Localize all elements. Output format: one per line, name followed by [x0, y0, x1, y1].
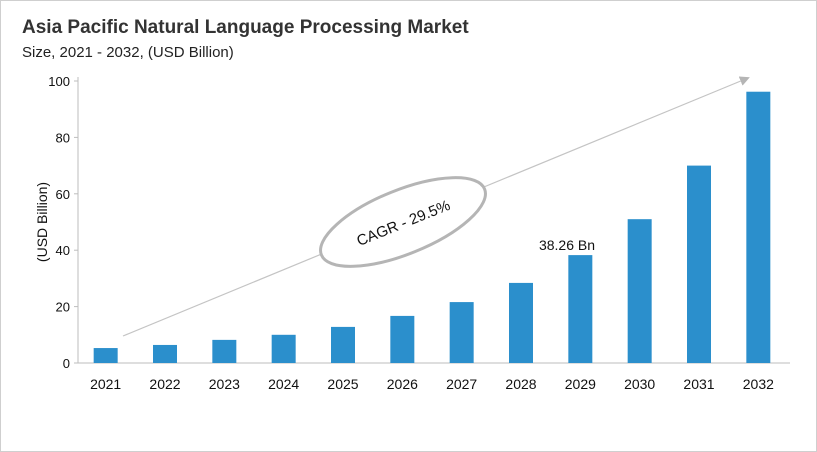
bar-2025 — [331, 326, 355, 363]
cagr-ellipse — [319, 176, 487, 268]
x-tick-label: 2028 — [505, 376, 536, 392]
x-tick-label: 2030 — [624, 376, 655, 392]
x-tick-label: 2022 — [149, 376, 180, 392]
bar-2021 — [93, 348, 118, 363]
y-tick-label: 60 — [56, 187, 70, 202]
bar-2032 — [746, 91, 771, 363]
y-tick-label: 100 — [48, 74, 70, 89]
x-tick-label: 2032 — [743, 376, 774, 392]
x-tick-label: 2025 — [327, 376, 358, 392]
chart-title: Asia Pacific Natural Language Processing… — [22, 17, 469, 38]
bar-2022 — [153, 344, 177, 363]
y-tick-label: 40 — [56, 243, 70, 258]
y-tick-label: 20 — [56, 300, 70, 315]
y-tick-label: 0 — [63, 356, 70, 371]
y-axis-label: (USD Billion) — [34, 182, 50, 262]
x-tick-label: 2029 — [565, 376, 596, 392]
chart-subtitle: Size, 2021 - 2032, (USD Billion) — [22, 44, 234, 61]
bar-2031 — [687, 165, 711, 363]
x-tick-label: 2031 — [683, 376, 714, 392]
x-tick-label: 2021 — [90, 376, 121, 392]
x-tick-label: 2027 — [446, 376, 477, 392]
bar-2029 — [568, 255, 593, 363]
data-label-2029: 38.26 Bn — [539, 237, 595, 253]
bar-2026 — [390, 315, 415, 363]
bar-2028 — [509, 282, 533, 363]
bar-2030 — [627, 219, 652, 363]
x-tick-label: 2024 — [268, 376, 299, 392]
x-tick-label: 2023 — [209, 376, 240, 392]
x-tick-label: 2026 — [387, 376, 418, 392]
bar-2024 — [271, 334, 296, 363]
bar-2027 — [449, 302, 474, 363]
bar-2023 — [212, 339, 237, 363]
y-tick-label: 80 — [56, 130, 70, 145]
